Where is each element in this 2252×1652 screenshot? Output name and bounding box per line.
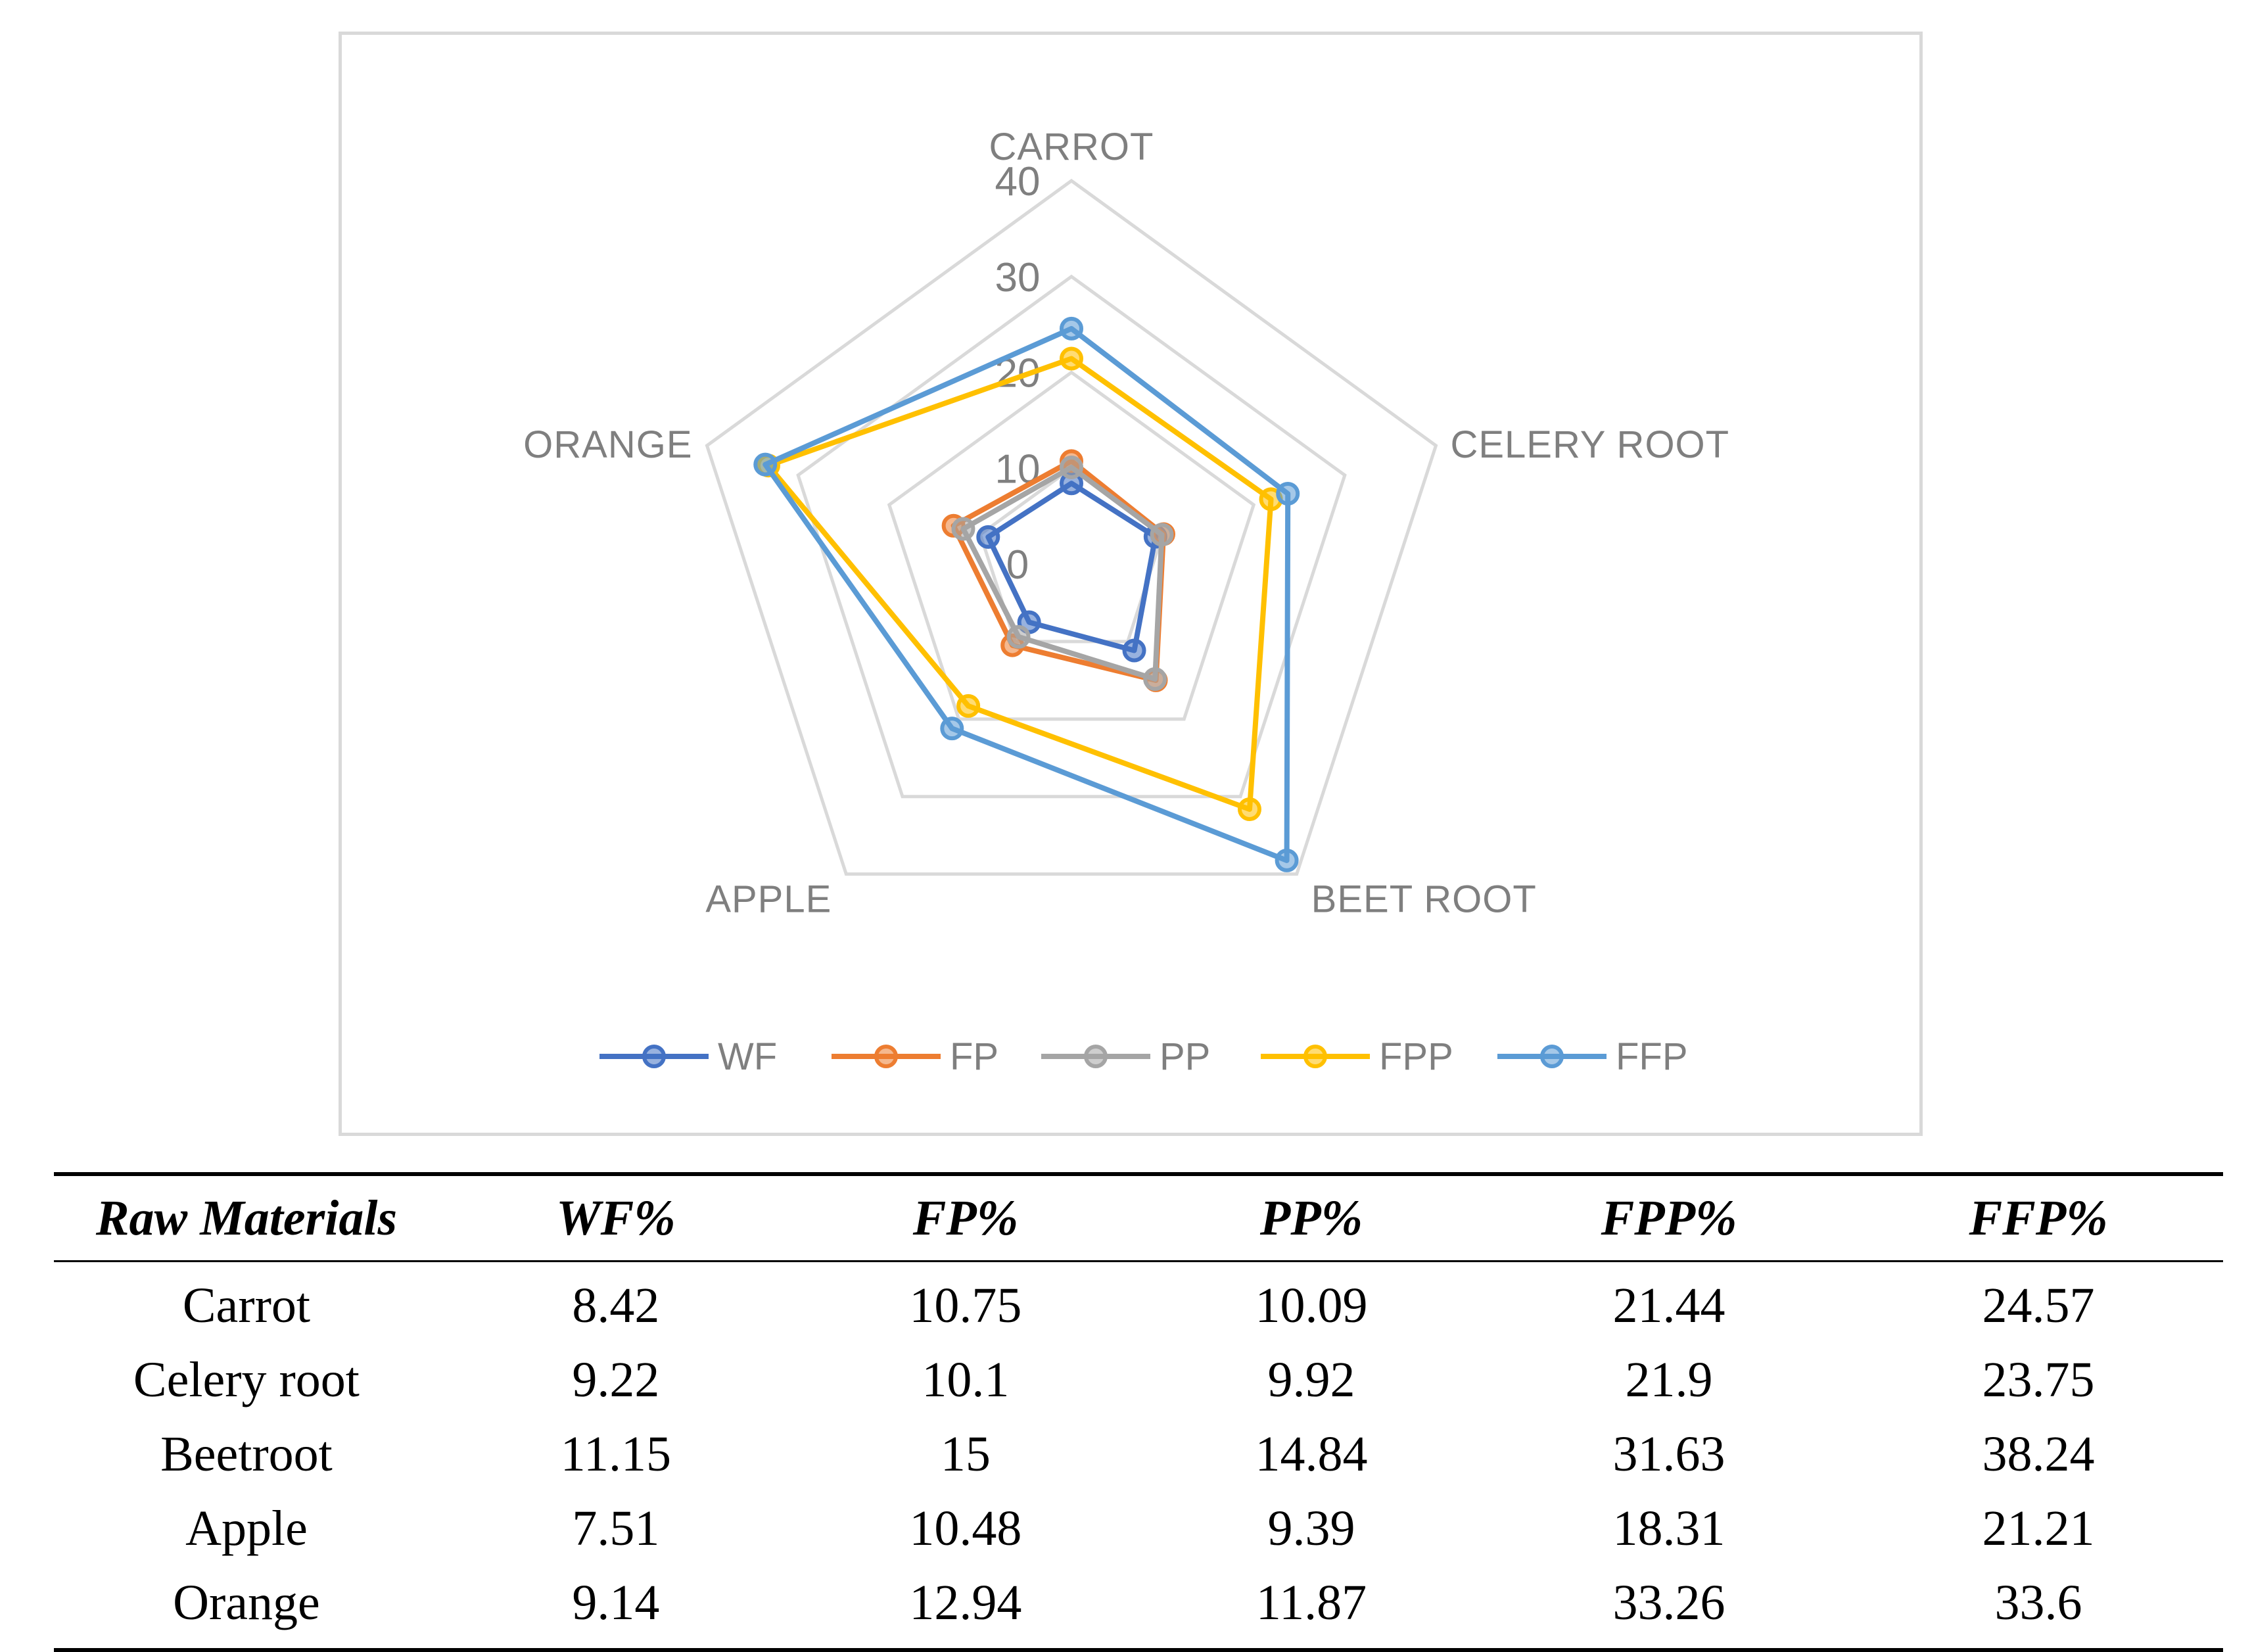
table-cell: 9.14 — [572, 1575, 660, 1630]
legend-marker-wf — [642, 1045, 666, 1068]
axis-label-orange: ORANGE — [523, 423, 692, 466]
legend-label-fpp: FPP — [1379, 1035, 1453, 1078]
data-point-fpp — [1060, 346, 1083, 371]
legend-label-ffp: FFP — [1616, 1035, 1688, 1078]
table-cell: 7.51 — [572, 1501, 660, 1556]
data-point-ffp — [940, 717, 964, 741]
data-point-ffp — [1060, 316, 1083, 341]
table-cell: 24.57 — [1982, 1278, 2095, 1333]
table-row: Beetroot 11.15 15 14.84 31.63 38.24 — [54, 1417, 2223, 1492]
table-row: Apple 7.51 10.48 9.39 18.31 21.21 — [54, 1492, 2223, 1566]
header-fp: FP% — [912, 1190, 1019, 1246]
legend-label-wf: WF — [718, 1035, 777, 1078]
table-cell: 9.22 — [572, 1352, 660, 1407]
data-point-pp — [1006, 625, 1031, 649]
table-cell: 12.94 — [909, 1575, 1022, 1630]
table-cell: 21.21 — [1982, 1501, 2095, 1556]
table-cell: 33.26 — [1612, 1575, 1725, 1630]
table-cell: Beetroot — [160, 1427, 333, 1482]
data-point-wf — [976, 525, 1000, 549]
table-cell: 31.63 — [1612, 1427, 1725, 1482]
legend-label-fp: FP — [950, 1035, 998, 1078]
legend-marker-ffp — [1540, 1045, 1564, 1068]
table-cell: 9.39 — [1267, 1501, 1355, 1556]
radial-tick-label: 40 — [995, 159, 1041, 204]
table-cell: Apple — [185, 1501, 308, 1556]
table-cell: 10.75 — [909, 1278, 1022, 1333]
header-ffp: FFP% — [1969, 1190, 2108, 1246]
table-cell: 9.92 — [1267, 1352, 1355, 1407]
table-cell: 38.24 — [1982, 1427, 2095, 1482]
data-point-pp — [1143, 667, 1167, 691]
series-line-fpp — [765, 356, 1274, 812]
data-point-fpp — [1237, 797, 1261, 821]
legend-marker-fpp — [1303, 1045, 1327, 1068]
legend-marker-fp — [874, 1045, 898, 1068]
table-cell: 11.15 — [560, 1427, 671, 1482]
axis-label-carrot: CARROT — [989, 126, 1154, 168]
gridline — [887, 370, 1256, 721]
data-table: Raw Materials WF% FP% PP% FPP% FFP% Carr… — [54, 1172, 2223, 1652]
table-cell: Carrot — [182, 1278, 310, 1333]
chart-frame — [339, 32, 1923, 1136]
legend-marker-pp — [1084, 1045, 1108, 1068]
axis-label-celery-root: CELERY ROOT — [1450, 423, 1729, 466]
data-point-ffp — [1276, 482, 1300, 506]
table-cell: Orange — [173, 1575, 320, 1630]
table-cell: 10.09 — [1255, 1278, 1368, 1333]
data-point-pp — [951, 517, 975, 541]
axis-label-beet-root: BEET ROOT — [1311, 878, 1537, 921]
table-cell: 15 — [940, 1427, 991, 1482]
data-point-pp — [1060, 455, 1083, 479]
table-cell: 33.6 — [1994, 1575, 2082, 1630]
series-line-pp — [960, 464, 1165, 682]
table-cell: 23.75 — [1982, 1352, 2095, 1407]
table-row: Celery root 9.22 10.1 9.92 21.9 23.75 — [54, 1343, 2223, 1417]
axis-label-apple: APPLE — [705, 878, 832, 921]
table-header-row: Raw Materials WF% FP% PP% FPP% FFP% — [54, 1174, 2223, 1262]
table-cell: Celery root — [133, 1352, 360, 1407]
data-point-ffp — [753, 452, 778, 477]
table-cell: 11.87 — [1255, 1575, 1367, 1630]
gridline — [796, 274, 1347, 799]
data-point-wf — [1122, 638, 1146, 663]
table-cell: 10.48 — [909, 1501, 1022, 1556]
series-line-wf — [985, 481, 1158, 653]
table-cell: 8.42 — [572, 1278, 660, 1333]
table-cell: 18.31 — [1612, 1501, 1725, 1556]
radial-tick-label: 30 — [995, 255, 1041, 300]
table-cell: 10.1 — [922, 1352, 1010, 1407]
header-wf: WF% — [556, 1190, 676, 1246]
table-cell: 21.44 — [1612, 1278, 1725, 1333]
data-point-fpp — [956, 694, 981, 718]
header-raw-materials: Raw Materials — [95, 1190, 398, 1246]
data-point-ffp — [1275, 848, 1299, 872]
table-cell: 21.9 — [1625, 1352, 1713, 1407]
header-fpp: FPP% — [1601, 1190, 1737, 1246]
radial-tick-label: 10 — [995, 446, 1041, 492]
data-point-pp — [1150, 523, 1174, 547]
table-row: Carrot 8.42 10.75 10.09 21.44 24.57 — [54, 1262, 2223, 1344]
legend-label-pp: PP — [1160, 1035, 1210, 1078]
gridline — [705, 178, 1438, 876]
table-cell: 14.84 — [1255, 1427, 1368, 1482]
series-line-ffp — [762, 325, 1291, 863]
table-row: Orange 9.14 12.94 11.87 33.26 33.6 — [54, 1566, 2223, 1650]
header-pp: PP% — [1259, 1190, 1363, 1246]
